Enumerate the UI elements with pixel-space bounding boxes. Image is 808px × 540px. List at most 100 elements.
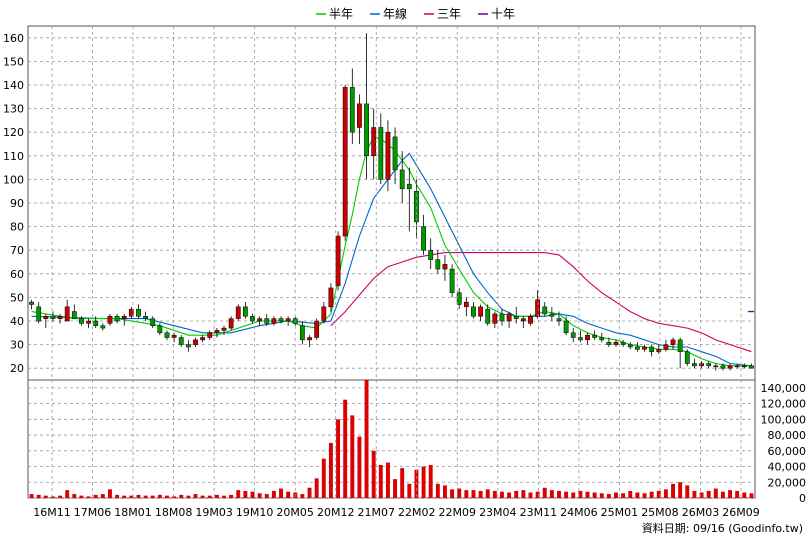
volume-bar [442, 485, 447, 498]
volume-bar [236, 490, 241, 498]
volume-bar [143, 495, 148, 498]
candle-body [150, 318, 156, 326]
candle [435, 250, 441, 274]
candle-body [328, 287, 334, 308]
candle [278, 316, 284, 324]
volume-bar [535, 491, 540, 498]
legend-label: 三年 [437, 7, 461, 21]
volume-bar [564, 491, 569, 498]
candle [492, 311, 498, 329]
volume-bar [129, 495, 134, 498]
candle-body [100, 325, 106, 329]
candle [677, 337, 683, 369]
volume-bar [200, 495, 205, 498]
candle-body [157, 325, 163, 334]
candle-body [207, 332, 213, 338]
candle-body [656, 349, 662, 352]
candle [349, 68, 355, 144]
candle [79, 316, 84, 326]
x-tick-label: 18M01 [114, 506, 152, 519]
candle-body [449, 268, 455, 293]
candle-body [463, 301, 469, 308]
candle [585, 332, 590, 345]
candle-body [720, 365, 726, 369]
price-tick-label: 120 [3, 126, 24, 139]
x-tick-label: 22M02 [398, 506, 436, 519]
candle [200, 335, 206, 343]
volume-bar [571, 492, 576, 498]
x-axis: 16M11 17M06 18M01 18M08 19M03 19M10 20M05 20M12… [33, 26, 760, 519]
candle [556, 311, 562, 326]
x-tick-label: 23M11 [520, 506, 558, 519]
candle [171, 332, 177, 343]
candle [442, 254, 448, 281]
volume-tick-label: 60,000 [768, 445, 807, 458]
candle [185, 339, 191, 352]
candle [264, 313, 270, 326]
volume-bar [264, 494, 269, 498]
price-tick-label: 50 [10, 291, 24, 304]
candle [549, 306, 555, 321]
candle-body [556, 318, 562, 322]
volume-bar [65, 490, 70, 498]
candle-body [506, 313, 512, 322]
candle [620, 339, 626, 347]
volume-bar [728, 490, 733, 498]
candle [178, 335, 184, 347]
candle-body [36, 306, 42, 322]
volume-bar [678, 482, 683, 498]
volume-bar [621, 493, 626, 498]
candle [143, 311, 148, 321]
volume-bar [93, 494, 98, 498]
candle [114, 313, 120, 324]
candle [207, 330, 213, 340]
candle [250, 313, 255, 324]
candle-body [185, 344, 191, 348]
volume-bar [606, 494, 611, 498]
candle-body [342, 87, 348, 237]
candle-body [585, 334, 590, 341]
volume-bar [735, 490, 740, 498]
legend: 半年 年線 三年 十年 [316, 6, 515, 21]
candle-body [214, 330, 220, 334]
x-tick-label: 20M05 [276, 506, 314, 519]
volume-bar [186, 495, 191, 498]
volume-bar [692, 490, 697, 498]
x-tick-label: 19M10 [236, 506, 274, 519]
candle-body [171, 334, 177, 338]
candle-body [478, 306, 483, 317]
volume-bar [663, 489, 668, 498]
candle [285, 316, 291, 326]
candle [399, 151, 405, 203]
volume-bar [229, 494, 234, 498]
price-tick-label: 130 [3, 103, 24, 116]
candle-body [606, 341, 612, 345]
candle [535, 290, 541, 319]
candle-body [456, 292, 462, 305]
candle-body [64, 306, 70, 322]
candle-body [385, 131, 391, 180]
volume-bar [214, 494, 219, 498]
candle-body [492, 313, 498, 324]
candle [684, 349, 690, 366]
volume-bar [599, 493, 604, 498]
candle [463, 297, 469, 317]
candle [663, 339, 669, 352]
candle-body [485, 308, 491, 324]
candle-body [200, 337, 206, 341]
candle-body [371, 127, 377, 157]
candle-body [421, 226, 426, 251]
volume-bar [521, 490, 526, 498]
candle [577, 330, 583, 343]
candle [456, 287, 462, 310]
candle-body [442, 264, 448, 270]
candle-body [599, 337, 605, 341]
candle [706, 361, 712, 369]
candle [599, 332, 605, 343]
volume-bar [243, 490, 248, 498]
volume-bar [36, 494, 41, 498]
candle-body [592, 334, 598, 338]
candle-body [642, 346, 647, 350]
candle-body [392, 136, 398, 171]
candle-body [699, 363, 704, 367]
